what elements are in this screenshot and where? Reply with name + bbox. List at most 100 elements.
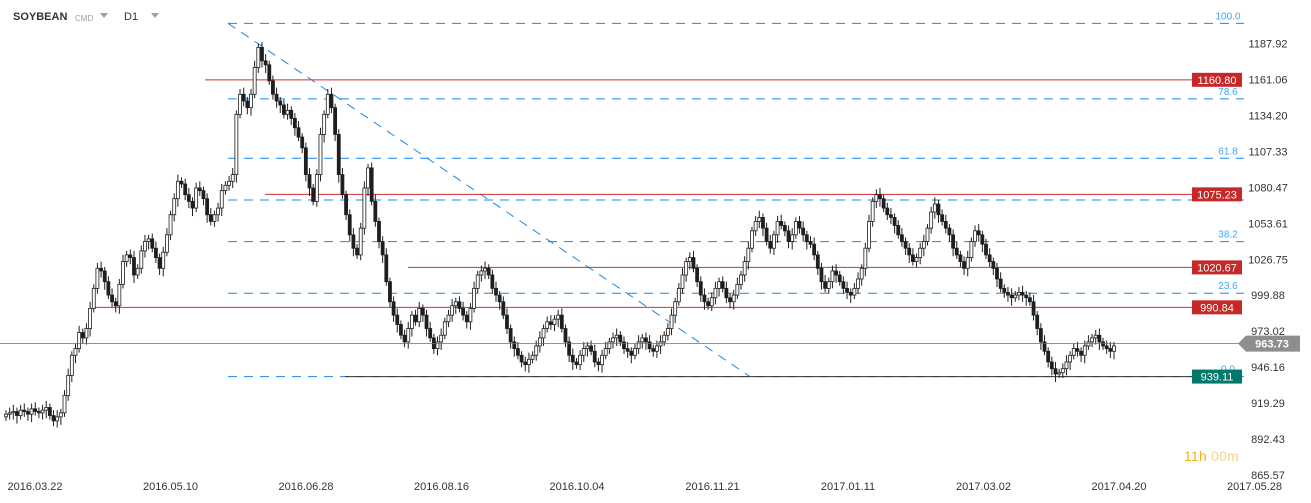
candle-body (424, 314, 429, 329)
candle-body (1006, 291, 1010, 296)
candle-body (786, 230, 791, 242)
candle-body (88, 308, 93, 329)
candle-body (179, 180, 184, 185)
candle-body (227, 180, 231, 186)
candle-body (494, 287, 498, 296)
symbol-label[interactable]: SOYBEAN (13, 11, 68, 23)
candle-body (22, 409, 27, 412)
candle-body (731, 294, 736, 303)
candle-body (135, 267, 140, 276)
candle-body (889, 214, 893, 218)
candle-body (673, 301, 678, 316)
candle-body (417, 308, 422, 323)
candle-body (161, 251, 166, 269)
y-tick-label: 946.16 (1251, 362, 1285, 374)
candle-body (845, 287, 849, 293)
candle-body (292, 117, 297, 129)
candle-body (574, 361, 579, 366)
candle-body (951, 234, 956, 249)
candle-body (117, 283, 122, 307)
candle-body (903, 241, 908, 249)
candle-body (585, 345, 590, 350)
candle-body (717, 281, 721, 289)
candle-body (995, 267, 999, 280)
candle-body (1038, 328, 1043, 343)
candle-body (867, 221, 871, 249)
candle-body (373, 200, 378, 222)
candle-body (296, 127, 301, 138)
candle-body (797, 221, 802, 229)
candle-body (644, 337, 648, 343)
candle-body (399, 324, 403, 336)
candle-body (881, 198, 886, 209)
candle-body (1009, 294, 1014, 299)
candle-body (1053, 368, 1058, 375)
candle-body (402, 334, 407, 343)
candle-body (581, 348, 586, 356)
candle-body (164, 234, 169, 253)
candle-body (706, 301, 710, 307)
price-level-label: 1020.67 (1197, 262, 1237, 274)
candle-body (713, 287, 718, 299)
candle-body (936, 203, 941, 216)
candle-body (629, 350, 634, 356)
candle-body (186, 194, 191, 202)
x-tick-label: 2017.05.28 (1227, 481, 1282, 493)
candle-body (333, 107, 338, 135)
instrument-type-label[interactable]: CMD (75, 14, 94, 23)
candle-body (556, 314, 561, 320)
candle-body (647, 341, 652, 350)
candle-body (80, 332, 85, 339)
candle-body (230, 174, 235, 182)
candle-body (267, 64, 272, 82)
candle-body (815, 254, 820, 269)
candle-body (303, 147, 308, 175)
candle-body (51, 415, 56, 422)
x-tick-label: 2016.10.04 (549, 481, 604, 493)
timeframe-dropdown-chevron-icon[interactable] (151, 13, 159, 18)
candle-body (1075, 348, 1080, 352)
candle-body (1002, 287, 1007, 293)
candle-body (852, 287, 857, 296)
candle-body (263, 60, 268, 66)
candle-body (801, 227, 806, 236)
x-tick-label: 2016.05.10 (143, 481, 198, 493)
candle-body (1049, 361, 1054, 370)
candle-body (545, 321, 550, 329)
instrument-dropdown-chevron-icon[interactable] (100, 13, 108, 18)
candle-body (256, 47, 261, 68)
candle-body (567, 341, 572, 356)
candle-body (307, 174, 312, 189)
candle-body (150, 238, 155, 249)
candle-body (143, 241, 147, 252)
candle-body (819, 267, 824, 283)
candle-body (300, 136, 305, 149)
price-level-label: 1160.80 (1198, 75, 1237, 87)
candle-body (285, 109, 290, 115)
candle-body (885, 207, 890, 216)
candle-body (44, 407, 49, 411)
x-tick-label: 2017.04.20 (1091, 481, 1146, 493)
candle-body (552, 318, 557, 325)
candle-body (640, 337, 645, 343)
candle-body (618, 334, 623, 343)
candle-body (1017, 291, 1021, 296)
candle-body (413, 314, 418, 323)
candle-body (4, 413, 8, 418)
candle-body (541, 328, 546, 339)
x-tick-label: 2016.06.28 (278, 481, 333, 493)
candle-body (69, 354, 74, 376)
price-level-badge (1192, 300, 1242, 315)
candle-body (190, 200, 195, 209)
price-level-label: 1075.23 (1197, 189, 1237, 201)
candle-body (33, 408, 38, 412)
candle-body (124, 254, 129, 262)
timeframe-label[interactable]: D1 (124, 11, 139, 23)
candle-body (479, 270, 484, 276)
candle-body (450, 305, 455, 316)
candle-body (146, 238, 151, 242)
candle-body (55, 416, 60, 422)
price-level-label: 990.84 (1200, 302, 1234, 314)
candle-body (530, 354, 535, 360)
